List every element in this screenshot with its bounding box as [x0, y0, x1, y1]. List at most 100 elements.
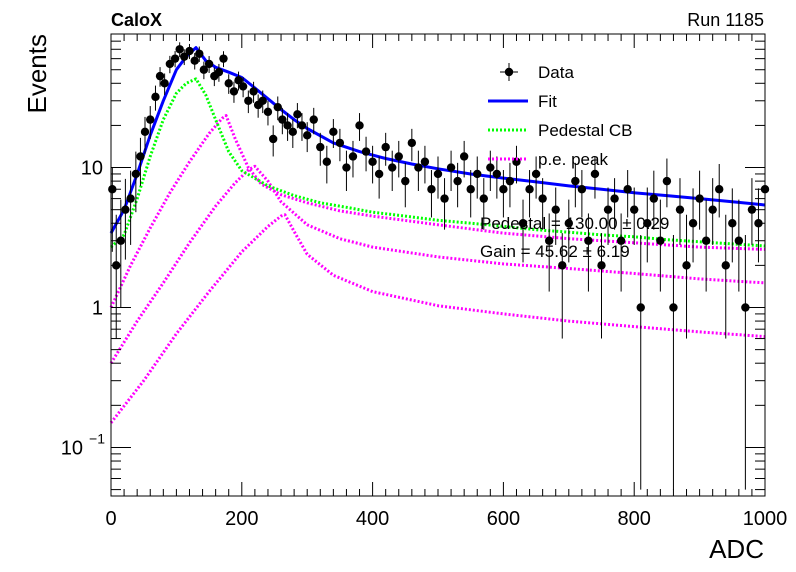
data-point: [473, 169, 482, 179]
legend-label: Data: [538, 63, 574, 82]
data-point: [160, 79, 169, 88]
x-tick-label: 200: [225, 508, 258, 530]
data-point: [603, 205, 613, 214]
data-point: [747, 205, 757, 214]
data-point: [121, 205, 130, 214]
data-point: [303, 131, 312, 140]
data-point: [401, 176, 410, 186]
data-point: [420, 157, 430, 166]
data-point: [195, 49, 204, 58]
data-point: [486, 163, 495, 172]
data-point: [558, 261, 567, 270]
data-point: [728, 219, 737, 228]
axis-layer: 0 200 400 600 800 1000 10 −1 1 10: [61, 33, 787, 530]
data-point: [136, 152, 145, 161]
data-point: [388, 163, 397, 172]
data-point: [675, 205, 685, 214]
data-point: [656, 236, 665, 245]
data-point: [440, 194, 449, 203]
data-point: [335, 138, 345, 148]
data-point: [170, 54, 180, 63]
data-point: [316, 142, 325, 152]
data-point: [446, 163, 456, 172]
data-point: [643, 219, 652, 228]
data-point: [564, 219, 573, 228]
pedestal-curve: [109, 77, 766, 249]
data-point: [165, 59, 175, 69]
data-point: [721, 261, 730, 270]
legend-label: Fit: [538, 92, 557, 111]
data-point: [229, 87, 239, 96]
x-axis-title: ADC: [709, 534, 764, 564]
data-point: [492, 169, 502, 179]
pe-peak-curve-1: [109, 114, 766, 309]
gain-annotation: Gain = 45.62 ± 6.19: [480, 242, 630, 261]
data-point: [219, 54, 228, 63]
data-point: [146, 115, 155, 124]
data-point: [278, 115, 287, 124]
data-point: [649, 194, 659, 203]
data-point: [199, 65, 209, 74]
data-point: [283, 121, 292, 130]
data-point: [551, 205, 560, 214]
data-point: [238, 82, 248, 91]
data-point: [263, 107, 273, 117]
data-point: [682, 261, 691, 270]
data-point: [355, 121, 364, 130]
pe-peak-curve-3: [109, 213, 766, 424]
data-point: [525, 185, 534, 194]
data-point: [414, 163, 423, 172]
run-label: Run 1185: [687, 10, 764, 30]
data-point: [630, 205, 639, 214]
data-point: [288, 127, 298, 137]
data-point: [309, 115, 318, 124]
x-tick-label: 400: [356, 508, 389, 530]
data-point: [258, 96, 267, 105]
data-point: [512, 157, 521, 166]
data-point: [499, 185, 508, 194]
data-point: [610, 194, 619, 203]
data-point: [636, 303, 645, 312]
data-point: [175, 45, 184, 54]
data-point: [361, 147, 371, 156]
data-point: [190, 56, 199, 65]
data-point: [368, 157, 377, 166]
data-point: [293, 110, 302, 119]
pedestal-annotation: Pedestal = 130.00 ± 0.29: [480, 214, 669, 233]
data-point: [322, 157, 332, 166]
data-point: [131, 169, 141, 179]
data-point: [234, 76, 243, 85]
data-point: [616, 236, 626, 245]
data-point: [662, 176, 672, 186]
data-point: [734, 236, 744, 245]
data-point: [155, 71, 165, 81]
data-point: [597, 261, 606, 270]
data-point: [214, 68, 224, 77]
data-point: [466, 185, 475, 194]
data-point: [518, 219, 528, 228]
data-point: [584, 236, 593, 245]
legend-label: Pedestal CB: [538, 121, 633, 140]
data-point: [244, 96, 253, 105]
data-point: [407, 138, 417, 148]
data-point: [715, 185, 724, 194]
data-point: [623, 185, 632, 194]
data-point: [571, 176, 580, 186]
data-point: [433, 169, 443, 179]
data-point: [297, 121, 307, 130]
data-point: [688, 219, 698, 228]
pe-peak-curve-2: [109, 164, 766, 364]
data-point: [479, 194, 488, 203]
y-tick-exponent: −1: [89, 430, 105, 446]
legend-marker: [504, 67, 514, 77]
data-point: [701, 236, 711, 245]
data-point: [381, 142, 390, 152]
data-point: [268, 134, 278, 144]
data-point: [427, 185, 436, 194]
data-point: [329, 127, 338, 137]
data-point: [126, 194, 135, 203]
legend-label: p.e. peak: [538, 150, 608, 169]
data-point: [151, 92, 160, 102]
